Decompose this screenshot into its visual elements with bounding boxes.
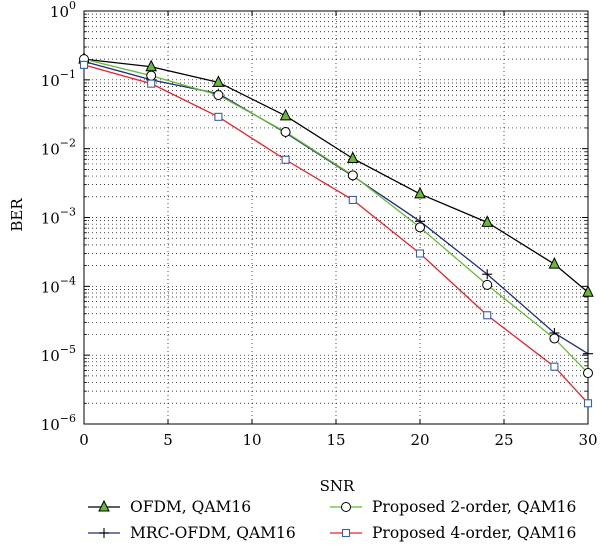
y-tick-exponent: −5 [60,343,76,356]
data-point-circle [213,90,224,101]
data-point-circle [280,126,291,137]
x-tick-label: 20 [410,431,429,449]
x-tick-label: 25 [494,431,513,449]
data-point-square [79,60,89,69]
legend-marker [99,528,109,538]
x-axis-title: SNR [320,477,355,495]
data-point-triangle [212,75,225,87]
x-tick-label: 15 [326,431,345,449]
y-tick-base: 10 [41,347,60,365]
legend-marker [341,528,351,538]
y-tick-base: 10 [41,210,60,228]
y-tick-exponent: −4 [60,274,76,287]
x-tick-label: 30 [578,431,597,449]
y-tick-exponent: 0 [69,0,76,12]
x-tick-label: 10 [242,431,261,449]
data-point-circle [583,368,593,379]
data-point-circle [482,279,493,290]
data-point-square [214,112,223,121]
data-point-triangle [481,215,494,227]
y-tick-label: 10−6 [41,412,76,434]
data-point-circle [146,70,157,81]
y-tick-exponent: −3 [60,206,76,219]
legend-label: MRC-OFDM, QAM16 [130,524,296,542]
data-point-square [483,311,492,320]
legend-label: OFDM, QAM16 [130,498,251,516]
y-tick-label: 10−5 [41,343,76,365]
legend-label: Proposed 2-order, QAM16 [372,498,576,516]
series-line-circle [83,58,589,374]
legend: OFDM, QAM16 Proposed 2-order, QAM16 MRC-OF… [88,498,576,542]
data-point-triangle [548,257,561,269]
data-point-square [348,195,357,204]
data-point-triangle [582,285,594,297]
data-point-triangle [414,186,426,199]
y-tick-base: 10 [41,278,60,296]
y-tick-exponent: −1 [60,68,76,81]
y-tick-label: 10−3 [41,206,76,228]
data-point-circle [415,222,425,233]
y-tick-exponent: −6 [60,412,76,425]
y-tick-exponent: −2 [60,137,76,150]
y-tick-label: 10−4 [41,274,76,296]
y-tick-base: 10 [41,141,60,159]
y-tick-base: 10 [50,3,69,21]
legend-marker [341,502,351,512]
legend-marker [98,499,110,512]
data-point-plus [583,348,593,359]
x-tick-label: 0 [79,431,89,449]
data-point-triangle [346,151,359,163]
data-point-plus [482,269,493,280]
data-point-square [583,399,593,408]
y-tick-base: 10 [41,416,60,434]
data-point-triangle [279,108,292,121]
data-point-circle [549,333,560,344]
legend-item: Proposed 2-order, QAM16 [330,498,576,516]
data-point-square [281,155,290,164]
legend-item: OFDM, QAM16 [88,498,251,516]
data-point-square [550,362,559,371]
legend-item: MRC-OFDM, QAM16 [88,524,296,542]
data-point-square [415,249,425,258]
y-tick-label: 10−1 [41,68,76,90]
y-tick-label: 100 [50,0,76,21]
grid-lines [84,11,588,424]
data-point-circle [347,170,358,181]
legend-label: Proposed 4-order, QAM16 [372,524,576,542]
x-tick-label: 5 [163,431,173,449]
y-tick-base: 10 [41,72,60,90]
data-point-square [147,79,156,88]
y-tick-label: 10−2 [41,137,76,159]
y-axis-title: BER [8,198,26,232]
legend-item: Proposed 4-order, QAM16 [330,524,576,542]
series-markers [78,51,594,408]
